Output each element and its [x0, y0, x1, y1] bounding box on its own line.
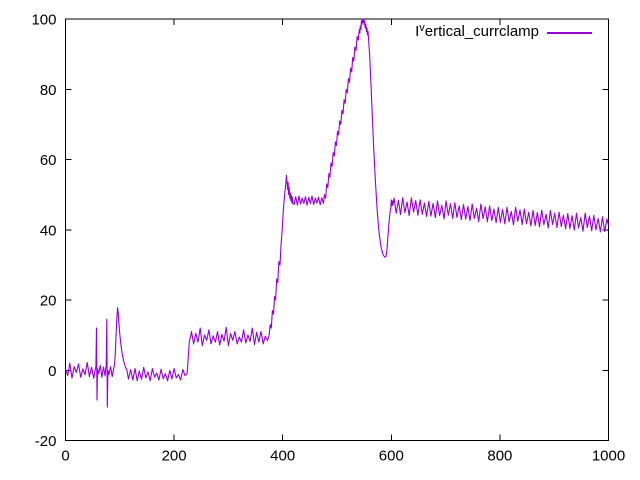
y-tick-label: 40 — [40, 222, 57, 239]
legend-label-superscript: v — [419, 22, 425, 35]
legend: Ivertical_currclamp — [415, 22, 592, 42]
legend-line-sample — [547, 31, 592, 34]
x-tick-label: 0 — [61, 448, 69, 465]
axes — [65, 18, 609, 441]
y-tick-label: -20 — [35, 433, 57, 450]
x-tick-label: 600 — [379, 448, 404, 465]
y-tick-label: 100 — [31, 12, 56, 29]
y-tick-label: 0 — [48, 363, 56, 380]
y-tick-label: 80 — [40, 82, 57, 99]
y-tick-label: 60 — [40, 152, 57, 169]
x-tick-label: 200 — [162, 448, 187, 465]
x-tick-label: 400 — [270, 448, 295, 465]
legend-label-rest: ertical_currclamp — [424, 23, 539, 40]
legend-label: Ivertical_currclamp — [415, 22, 539, 42]
legend-label-prefix: I — [415, 23, 420, 40]
plot-border — [65, 18, 609, 441]
x-tick-label: 1000 — [592, 448, 625, 465]
y-tick-label: 20 — [40, 293, 57, 310]
x-tick-label: 800 — [487, 448, 512, 465]
series-line-vertical-currclamp — [64, 18, 610, 408]
